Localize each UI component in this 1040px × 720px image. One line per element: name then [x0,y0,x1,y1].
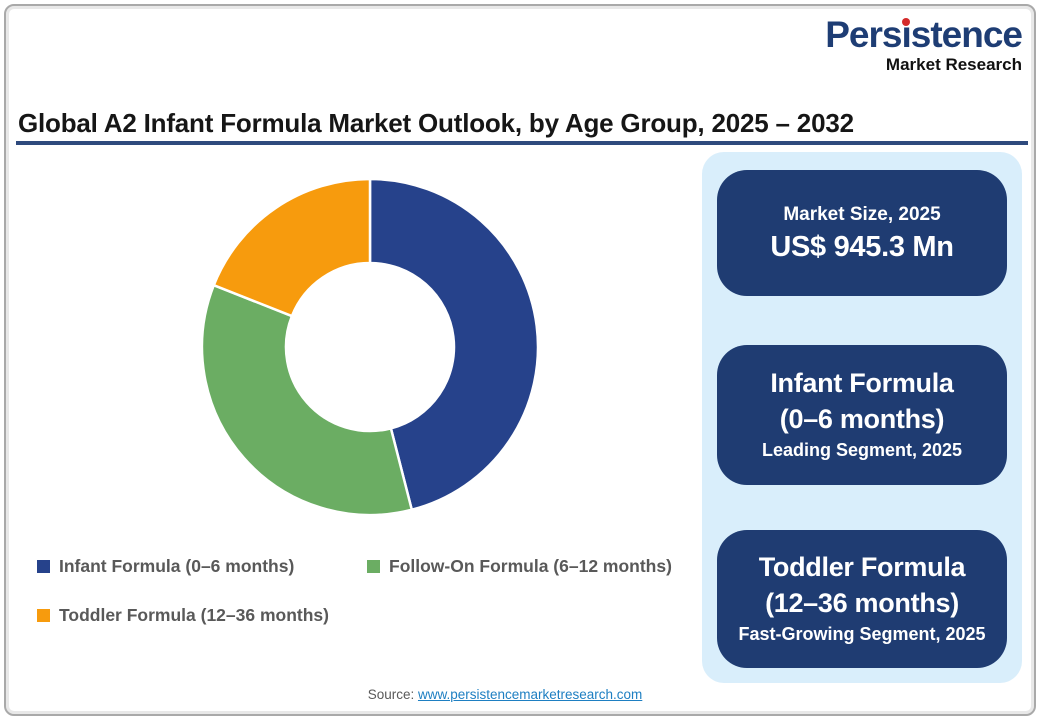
donut-chart-area [200,177,540,517]
source-prefix: Source: [367,687,418,702]
donut-segment-1 [200,283,414,517]
market-size-value: US$ 945.3 Mn [770,231,954,264]
leading-segment-name: Infant Formula [770,368,954,399]
logo-red-dot-icon [902,18,911,26]
leading-segment-range: (0–6 months) [779,403,945,434]
market-size-card: Market Size, 2025 US$ 945.3 Mn [717,170,1007,296]
legend-item-follow-on-formula: Follow-On Formula (6–12 months) [367,556,672,577]
fast-growing-segment-card: Toddler Formula (12–36 months) Fast-Grow… [717,530,1007,668]
source-line: Source: www.persistencemarketresearch.co… [0,687,1010,702]
legend-item-infant-formula: Infant Formula (0–6 months) [37,556,294,577]
highlight-panel: Market Size, 2025 US$ 945.3 Mn Infant Fo… [702,152,1022,683]
donut-segment-2 [212,177,372,318]
logo-brand-post: stence [910,14,1023,55]
legend-swatch-toddler-formula [37,609,50,622]
fast-growing-segment-range: (12–36 months) [765,587,959,618]
legend-swatch-infant-formula [37,560,50,573]
source-link[interactable]: www.persistencemarketresearch.com [417,687,643,702]
logo: Persı stence Market Research [825,14,1023,74]
leading-segment-card: Infant Formula (0–6 months) Leading Segm… [717,345,1007,485]
logo-dotted-i: ı [901,14,911,55]
market-size-label: Market Size, 2025 [783,203,941,225]
logo-subtitle: Market Research [885,55,1022,74]
legend-item-toddler-formula: Toddler Formula (12–36 months) [37,605,329,626]
logo-i-glyph: ı [901,14,911,55]
leading-segment-caption: Leading Segment, 2025 [761,439,963,460]
title-underline [16,141,1028,145]
legend-label: Toddler Formula (12–36 months) [59,605,329,625]
legend-label: Infant Formula (0–6 months) [59,556,295,576]
donut-chart [200,177,540,517]
legend-label: Follow-On Formula (6–12 months) [389,556,672,576]
logo-brand-pre: Pers [825,14,902,55]
logo-brand-text: Persı stence [825,14,1023,55]
donut-segment-0 [368,177,540,511]
page-title: Global A2 Infant Formula Market Outlook,… [18,108,854,138]
legend-swatch-follow-on-formula [367,560,380,573]
fast-growing-segment-name: Toddler Formula [758,552,966,583]
fast-growing-segment-caption: Fast-Growing Segment, 2025 [738,623,986,644]
